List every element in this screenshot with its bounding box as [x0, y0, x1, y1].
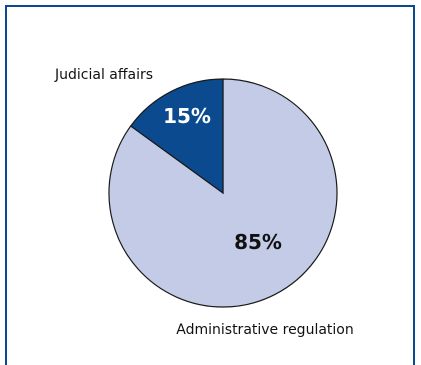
slice-value-judicial-affairs: 15%: [163, 104, 211, 128]
pie-slice-judicial-affairs: [129, 78, 224, 195]
pie-slice-administrative-regulation: [108, 78, 338, 308]
slice-value-administrative-regulation: 85%: [234, 230, 282, 254]
slice-label-judicial-affairs: Judicial affairs: [54, 67, 153, 83]
pie-slices: [108, 78, 338, 308]
pie-labels: Administrative regulation Judicial affai…: [54, 67, 354, 338]
slice-label-administrative-regulation: Administrative regulation: [176, 322, 353, 338]
